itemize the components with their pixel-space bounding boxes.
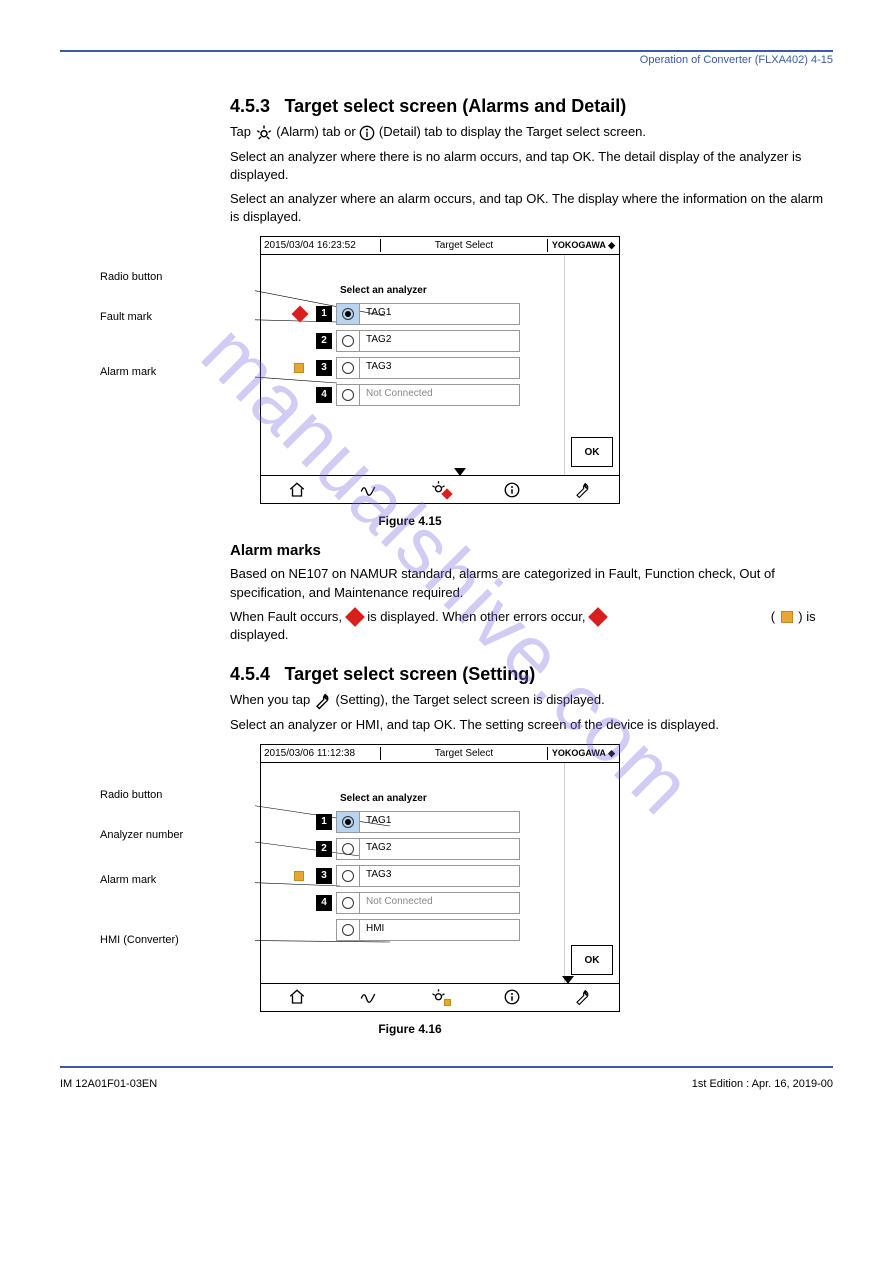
callout-analyzer-number: Analyzer number: [100, 829, 183, 841]
analyzer-row[interactable]: 2 TAG2: [316, 329, 564, 353]
prompt: Select an analyzer: [340, 285, 564, 296]
analyzer-row[interactable]: 1 TAG1: [316, 302, 564, 326]
analyzer-row[interactable]: 4 Not Connected: [316, 383, 564, 407]
callout-radio-button: Radio button: [100, 271, 162, 283]
tag-label: TAG1: [360, 303, 520, 325]
paragraph: When Fault occurs, is displayed. When ot…: [230, 608, 833, 644]
brand: YOKOGAWA ◆: [548, 239, 619, 252]
tag-label: TAG2: [360, 330, 520, 352]
row-number: 2: [316, 841, 332, 857]
figure-1: Radio button Fault mark Alarm mark 2015/…: [260, 236, 833, 504]
tag-label: Not Connected: [360, 892, 520, 914]
toolbar: [261, 475, 619, 503]
screen-title: Target Select: [381, 239, 548, 252]
figure-caption: Figure 4.16: [230, 1022, 590, 1036]
callout-alarm-mark: Alarm mark: [100, 874, 156, 886]
paragraph: When you tap (Setting), the Target selec…: [230, 691, 833, 710]
callout-alarm-mark: Alarm mark: [100, 366, 156, 378]
footer-right: 1st Edition : Apr. 16, 2019-00: [692, 1078, 833, 1090]
home-icon[interactable]: [288, 481, 306, 499]
callout-fault-mark: Fault mark: [100, 311, 152, 323]
section-title: Target select screen (Setting): [285, 664, 536, 684]
alarm-marks-heading: Alarm marks: [230, 542, 833, 559]
wrench-icon: [314, 692, 332, 710]
alarm-mark-icon: [294, 363, 304, 373]
ok-button[interactable]: OK: [571, 437, 613, 467]
row-number: 3: [316, 868, 332, 884]
paragraph: Tap (Alarm) tab or (Detail) tab to displ…: [230, 123, 833, 142]
analyzer-row[interactable]: HMI: [316, 918, 564, 942]
paragraph: Select an analyzer where an alarm occurs…: [230, 190, 833, 226]
figure-2: Radio button Analyzer number Alarm mark …: [260, 744, 833, 1012]
tag-label: TAG3: [360, 357, 520, 379]
alarm-tab-icon[interactable]: [431, 987, 449, 1008]
prompt: Select an analyzer: [340, 793, 564, 804]
rule-top: [60, 50, 833, 52]
home-icon[interactable]: [288, 988, 306, 1006]
alarm-mark-icon: [294, 871, 304, 881]
alarm-icon: [255, 124, 273, 142]
datetime: 2015/03/04 16:23:52: [261, 239, 381, 252]
device-screen: 2015/03/06 11:12:38 Target Select YOKOGA…: [260, 744, 620, 1012]
radio-button[interactable]: [336, 919, 360, 941]
wrench-icon[interactable]: [574, 988, 592, 1006]
analyzer-row[interactable]: 3 TAG3: [316, 356, 564, 380]
analyzer-row[interactable]: 3 TAG3: [316, 864, 564, 888]
tag-label: Not Connected: [360, 384, 520, 406]
row-number: 2: [316, 333, 332, 349]
callout-hmi: HMI (Converter): [100, 934, 179, 946]
datetime: 2015/03/06 11:12:38: [261, 747, 381, 760]
brand: YOKOGAWA ◆: [548, 747, 619, 760]
trend-icon[interactable]: [359, 481, 377, 499]
toolbar: [261, 983, 619, 1011]
analyzer-row[interactable]: 2 TAG2: [316, 837, 564, 861]
row-number: 1: [316, 306, 332, 322]
alarm-tab-icon[interactable]: [431, 479, 449, 500]
radio-button[interactable]: [336, 357, 360, 379]
page-header: Operation of Converter (FLXA402) 4-15: [60, 54, 833, 66]
radio-button[interactable]: [336, 384, 360, 406]
wrench-icon[interactable]: [574, 481, 592, 499]
radio-button[interactable]: [336, 838, 360, 860]
ok-button[interactable]: OK: [571, 945, 613, 975]
row-number: 4: [316, 895, 332, 911]
fault-mark-icon: [345, 607, 365, 627]
radio-button[interactable]: [336, 303, 360, 325]
trend-icon[interactable]: [359, 988, 377, 1006]
radio-button[interactable]: [336, 892, 360, 914]
rule-bottom: [60, 1066, 833, 1068]
info-tab-icon[interactable]: [503, 988, 521, 1006]
section-number: 4.5.3: [230, 96, 270, 116]
row-number: 4: [316, 387, 332, 403]
paragraph: Select an analyzer or HMI, and tap OK. T…: [230, 716, 833, 734]
tag-label: TAG3: [360, 865, 520, 887]
info-tab-icon[interactable]: [503, 481, 521, 499]
device-screen: 2015/03/04 16:23:52 Target Select YOKOGA…: [260, 236, 620, 504]
section-number: 4.5.4: [230, 664, 270, 684]
alarm-mark-icon: [781, 611, 793, 623]
paragraph: Select an analyzer where there is no ala…: [230, 148, 833, 184]
figure-caption: Figure 4.15: [230, 514, 590, 528]
footer-left: IM 12A01F01-03EN: [60, 1078, 157, 1090]
row-number: 1: [316, 814, 332, 830]
analyzer-row[interactable]: 4 Not Connected: [316, 891, 564, 915]
radio-button[interactable]: [336, 865, 360, 887]
section-title: Target select screen (Alarms and Detail): [285, 96, 627, 116]
info-icon: [359, 125, 375, 141]
tag-label: TAG2: [360, 838, 520, 860]
analyzer-row[interactable]: 1 TAG1: [316, 810, 564, 834]
fault-mark-icon: [588, 607, 608, 627]
screen-title: Target Select: [381, 747, 548, 760]
callout-radio-button: Radio button: [100, 789, 162, 801]
row-number: 3: [316, 360, 332, 376]
tag-label: HMI: [360, 919, 520, 941]
fault-mark-icon: [292, 306, 309, 323]
paragraph: Based on NE107 on NAMUR standard, alarms…: [230, 565, 833, 601]
tag-label: TAG1: [360, 811, 520, 833]
radio-button[interactable]: [336, 330, 360, 352]
radio-button[interactable]: [336, 811, 360, 833]
